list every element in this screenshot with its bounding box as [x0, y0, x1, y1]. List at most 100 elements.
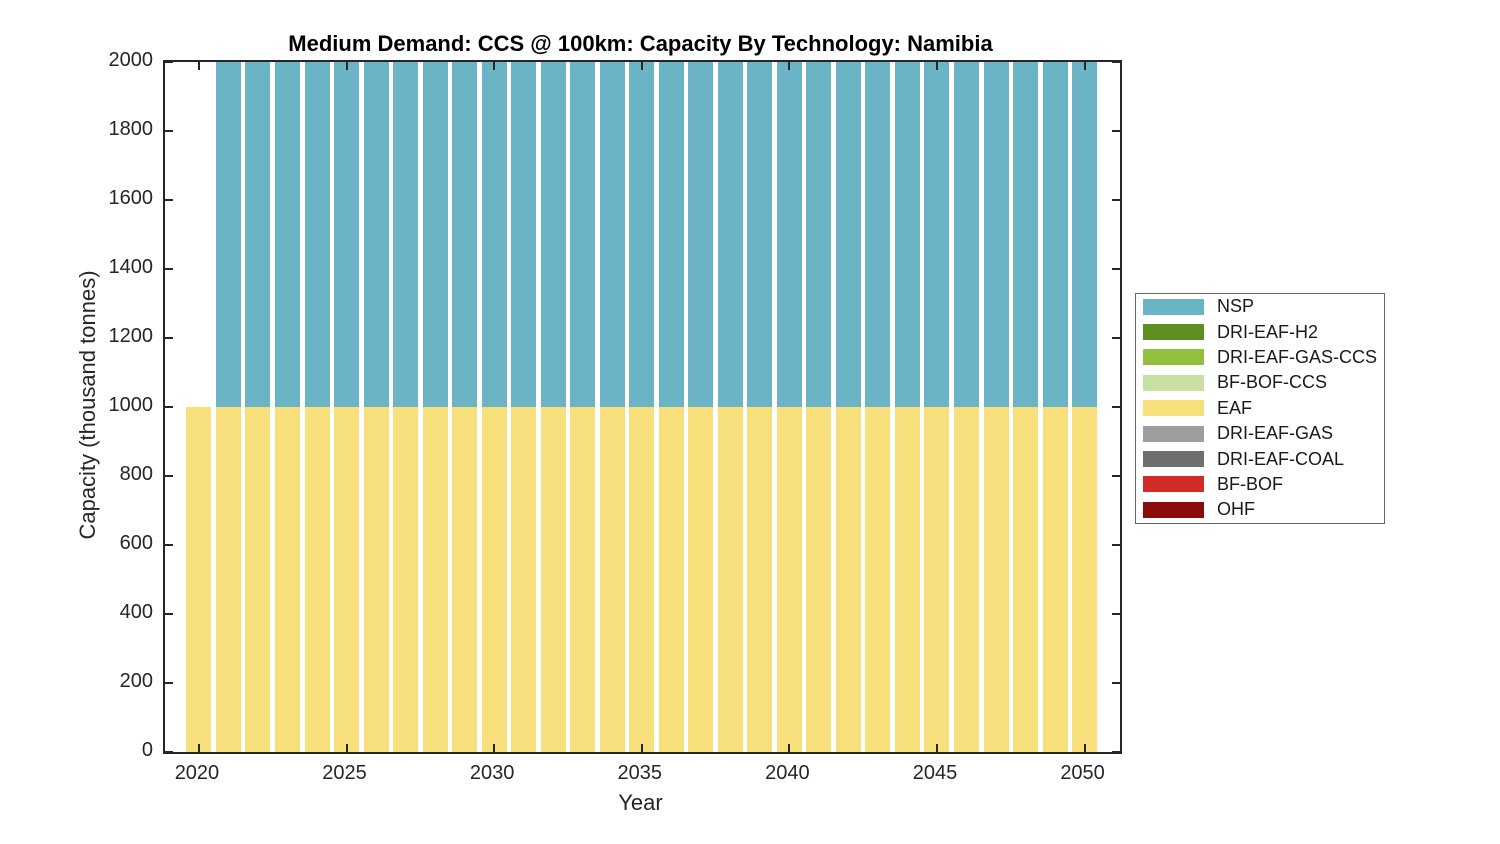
legend-label-dri-eaf-gas: DRI-EAF-GAS — [1217, 423, 1334, 444]
y-tick-label-1600: 1600 — [108, 187, 154, 209]
y-tick-left-2000 — [165, 61, 173, 63]
legend-item-dri-eaf-coal: DRI-EAF-COAL — [1136, 446, 1384, 471]
y-tick-label-400: 400 — [119, 601, 153, 623]
bar-segment-eaf-2026 — [363, 407, 389, 752]
y-tick-label-200: 200 — [119, 670, 153, 692]
bars-layer — [165, 62, 1120, 752]
bar-segment-nsp-2023 — [275, 62, 300, 407]
bar-segment-eaf-2048 — [1013, 407, 1039, 752]
bar-segment-nsp-2046 — [953, 62, 979, 407]
x-tick-top-2025 — [345, 62, 348, 70]
y-tick-left-0 — [165, 751, 173, 753]
legend-label-eaf: EAF — [1217, 397, 1253, 418]
y-tick-left-1800 — [165, 130, 173, 132]
bar-segment-eaf-2022 — [245, 407, 271, 752]
bar-segment-nsp-2039 — [747, 62, 773, 407]
legend-swatch-ohf — [1143, 501, 1204, 518]
bar-segment-eaf-2050 — [1072, 407, 1098, 752]
y-tick-right-0 — [1112, 751, 1120, 753]
legend-label-ohf: OHF — [1217, 499, 1255, 520]
legend-swatch-dri-eaf-gas — [1143, 425, 1204, 442]
x-tick-label-2025: 2025 — [322, 762, 367, 784]
bar-segment-eaf-2020 — [186, 407, 212, 752]
bar-segment-eaf-2027 — [393, 407, 419, 752]
y-tick-label-1000: 1000 — [108, 394, 154, 416]
bar-segment-nsp-2036 — [658, 62, 684, 407]
legend-swatch-dri-eaf-gas-ccs — [1143, 349, 1204, 366]
bar-segment-nsp-2022 — [245, 62, 271, 407]
legend-item-bf-bof-ccs: BF-BOF-CCS — [1136, 370, 1384, 395]
plot-area — [163, 60, 1122, 754]
y-tick-right-1600 — [1112, 199, 1120, 201]
bar-segment-eaf-2035 — [629, 407, 655, 752]
legend-swatch-eaf — [1143, 400, 1204, 417]
bar-segment-eaf-2042 — [835, 407, 861, 752]
legend-swatch-dri-eaf-coal — [1143, 451, 1204, 468]
legend-swatch-nsp — [1143, 298, 1204, 315]
bar-segment-nsp-2037 — [688, 62, 714, 407]
bar-segment-eaf-2036 — [658, 407, 684, 752]
x-tick-top-2035 — [640, 62, 643, 70]
bar-segment-nsp-2024 — [304, 62, 330, 407]
x-tick-label-2045: 2045 — [912, 762, 958, 784]
legend-label-dri-eaf-gas-ccs: DRI-EAF-GAS-CCS — [1217, 346, 1378, 367]
bar-segment-eaf-2045 — [924, 407, 950, 752]
y-tick-right-2000 — [1112, 61, 1120, 63]
x-axis-label: Year — [618, 790, 663, 815]
bar-segment-eaf-2023 — [275, 407, 300, 752]
bar-segment-nsp-2028 — [422, 62, 448, 407]
x-tick-label-2050: 2050 — [1060, 762, 1105, 784]
bar-segment-nsp-2043 — [865, 62, 891, 407]
y-tick-label-800: 800 — [119, 463, 153, 485]
bar-segment-nsp-2029 — [452, 62, 478, 407]
x-tick-top-2030 — [493, 62, 496, 70]
bar-segment-eaf-2046 — [953, 407, 979, 752]
bar-segment-nsp-2027 — [393, 62, 419, 407]
y-tick-right-600 — [1112, 544, 1120, 546]
legend-swatch-bf-bof-ccs — [1143, 374, 1204, 391]
x-tick-bottom-2025 — [345, 744, 348, 752]
x-tick-label-2020: 2020 — [174, 762, 220, 784]
bar-segment-eaf-2034 — [599, 407, 625, 752]
y-tick-right-1200 — [1112, 337, 1120, 339]
y-tick-label-0: 0 — [141, 739, 153, 761]
legend-items: NSP DRI-EAF-H2 DRI-EAF-GAS-CCS BF-BOF-CCS EA… — [1136, 294, 1384, 523]
legend-item-eaf: EAF — [1136, 396, 1384, 421]
bar-segment-eaf-2021 — [215, 407, 241, 752]
bar-segment-nsp-2049 — [1042, 62, 1068, 407]
legend-label-dri-eaf-coal: DRI-EAF-COAL — [1217, 448, 1345, 469]
bar-segment-eaf-2040 — [776, 407, 802, 752]
y-tick-left-800 — [165, 475, 173, 477]
y-tick-left-1000 — [165, 406, 173, 408]
x-tick-top-2040 — [788, 62, 791, 70]
bar-segment-eaf-2031 — [511, 407, 537, 752]
x-tick-label-2030: 2030 — [469, 762, 515, 784]
bar-segment-nsp-2048 — [1013, 62, 1039, 407]
bar-segment-nsp-2041 — [806, 62, 832, 407]
bar-segment-eaf-2044 — [894, 407, 920, 752]
y-tick-left-1600 — [165, 199, 173, 201]
legend-swatch-bf-bof — [1143, 476, 1204, 493]
bar-segment-nsp-2033 — [570, 62, 596, 407]
bar-segment-nsp-2047 — [983, 62, 1009, 407]
y-tick-label-2000: 2000 — [108, 49, 154, 71]
bar-segment-eaf-2039 — [747, 407, 773, 752]
bar-segment-eaf-2043 — [865, 407, 891, 752]
x-tick-bottom-2050 — [1083, 744, 1086, 752]
y-tick-right-1800 — [1112, 130, 1120, 132]
bar-segment-nsp-2031 — [511, 62, 537, 407]
x-tick-bottom-2035 — [640, 744, 643, 752]
bar-segment-nsp-2032 — [540, 62, 566, 407]
bar-segment-nsp-2040 — [776, 62, 802, 407]
y-tick-label-1400: 1400 — [108, 256, 154, 278]
bar-segment-nsp-2050 — [1072, 62, 1098, 407]
legend-item-bf-bof: BF-BOF — [1136, 472, 1384, 497]
bar-segment-eaf-2030 — [481, 407, 507, 752]
x-tick-label-2035: 2035 — [617, 762, 663, 784]
bar-segment-eaf-2032 — [540, 407, 566, 752]
bar-segment-eaf-2037 — [688, 407, 714, 752]
legend-swatch-dri-eaf-h2 — [1143, 324, 1204, 341]
y-tick-right-200 — [1112, 682, 1120, 684]
legend-item-dri-eaf-h2: DRI-EAF-H2 — [1136, 319, 1384, 344]
